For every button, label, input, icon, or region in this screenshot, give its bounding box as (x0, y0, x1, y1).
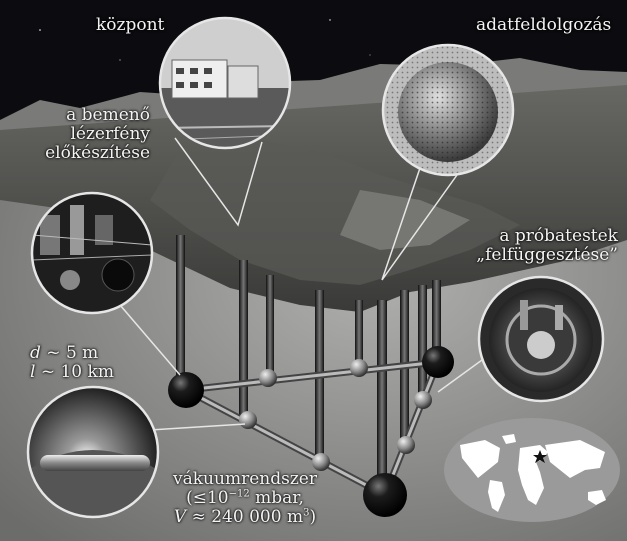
label-laser-prep: a bemenő lézerfény előkészítése (18, 106, 150, 163)
world-map (444, 418, 620, 522)
label-adatfeldolgozas: adatfeldolgozás (476, 15, 612, 35)
label-dimension-l: l ~ 10 km (30, 363, 114, 382)
callout-lines (119, 137, 483, 431)
value-l: ~ 10 km (40, 362, 114, 382)
label-vacuum: vákuumrendszer (≤10−12 mbar, V ≈ 240 000… (145, 470, 345, 527)
callout-test-masses (477, 275, 605, 403)
var-d: d (30, 343, 41, 363)
label-vacuum-line3: V ≈ 240 000 m3) (145, 508, 345, 527)
arm-tubes (184, 358, 442, 499)
vacuum-volume-pre: ≈ 240 000 m (186, 507, 304, 527)
node-spheres (239, 359, 432, 471)
vacuum-pressure-post: mbar, (249, 488, 304, 508)
callout-vacuum-tunnel (26, 385, 160, 519)
vacuum-volume-var: V (173, 507, 187, 527)
vacuum-pressure-pre: (≤10 (186, 488, 229, 508)
label-dimension-d: d ~ 5 m (30, 344, 114, 363)
label-laser-prep-line2: lézerfény (70, 124, 150, 144)
village-area (340, 190, 470, 250)
label-test-masses: a próbatestek „felfüggesztése” (470, 227, 618, 265)
label-vacuum-line2: (≤10−12 mbar, (145, 489, 345, 508)
star-marker-icon (533, 450, 547, 463)
label-laser-prep-line1: a bemenő (66, 105, 150, 125)
terrain-texture (150, 140, 520, 285)
callout-laser-prep (30, 191, 154, 315)
label-dimensions: d ~ 5 m l ~ 10 km (30, 344, 114, 382)
label-laser-prep-line3: előkészítése (45, 143, 150, 163)
var-l: l (30, 362, 36, 382)
value-d: ~ 5 m (40, 343, 99, 363)
label-kozpont: központ (96, 15, 165, 35)
vacuum-volume-exp: 3 (303, 507, 310, 519)
label-test-masses-line2: „felfüggesztése” (476, 245, 618, 265)
corner-spheres (168, 346, 454, 517)
callout-data-processing (381, 43, 515, 177)
vacuum-pressure-exp: −12 (228, 488, 250, 500)
label-vacuum-line1: vákuumrendszer (173, 469, 317, 489)
label-test-masses-line1: a próbatestek (499, 226, 618, 246)
vacuum-volume-post: ) (309, 507, 317, 527)
